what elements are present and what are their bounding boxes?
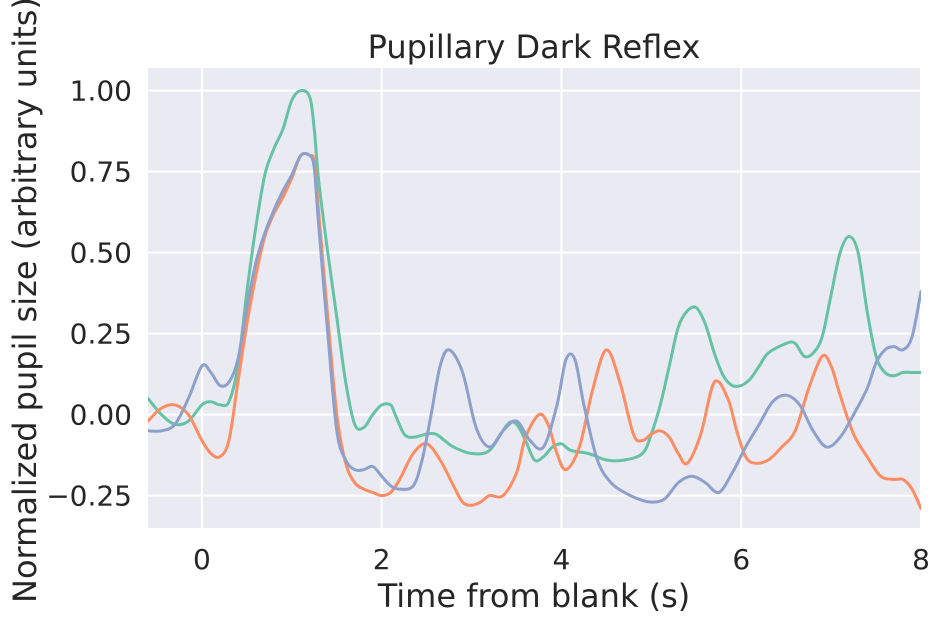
series-line-2 [148,152,921,511]
y-tick-label: 0.25 [70,318,132,351]
y-tick-label: −0.25 [46,480,132,513]
x-tick-label: 0 [193,543,211,576]
x-tick-label: 2 [373,543,391,576]
gridlines [148,68,922,528]
y-axis-ticks: −0.25 0.00 0.25 0.50 0.75 1.00 [46,75,132,513]
y-tick-label: 0.00 [70,399,132,432]
x-axis-ticks: 0 2 4 6 8 [193,543,930,576]
chart-title: Pupillary Dark Reflex [368,28,701,66]
y-tick-label: 1.00 [70,75,132,108]
y-tick-label: 0.50 [70,237,132,270]
x-tick-label: 8 [912,543,930,576]
x-tick-label: 6 [732,543,750,576]
x-axis-label: Time from blank (s) [377,577,691,615]
y-axis-label: Normalized pupil size (arbitrary units) [6,0,44,603]
x-tick-label: 4 [553,543,571,576]
y-tick-label: 0.75 [70,156,132,189]
series-line-3 [148,151,921,504]
series-line-1 [148,89,921,463]
series-lines [148,89,921,511]
